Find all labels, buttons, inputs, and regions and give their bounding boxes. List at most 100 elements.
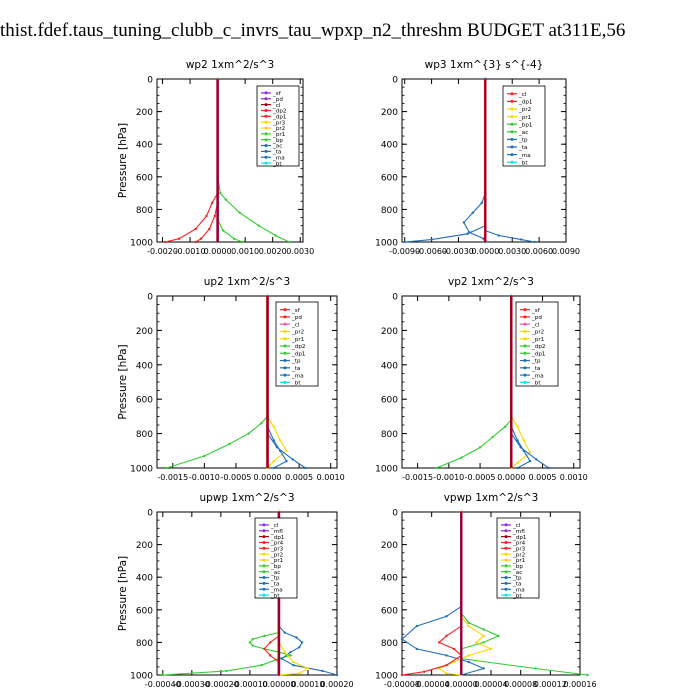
data-point <box>288 240 291 244</box>
data-point <box>251 637 255 641</box>
y-tick-label: 200 <box>381 541 398 551</box>
data-point <box>534 667 537 670</box>
legend-box <box>502 85 546 167</box>
data-point <box>298 672 301 675</box>
x-tick-label: -0.0010 <box>189 473 220 482</box>
data-point <box>516 425 519 428</box>
data-point <box>289 654 292 657</box>
legend-marker <box>264 144 268 148</box>
data-point <box>497 634 500 638</box>
data-point <box>278 439 282 442</box>
legend-marker <box>510 107 514 111</box>
legend-marker <box>523 344 527 348</box>
y-tick-label: 600 <box>381 606 398 616</box>
data-point <box>269 654 272 657</box>
legend-label: _pr2 <box>512 552 525 558</box>
y-tick-label: 800 <box>136 639 153 649</box>
series-line-tp <box>401 512 486 676</box>
series-line-pr1 <box>437 512 493 676</box>
legend-label: _pr1 <box>518 115 532 121</box>
legend-marker <box>283 315 287 319</box>
data-point <box>480 201 483 205</box>
y-tick-label: 800 <box>136 206 153 216</box>
data-point <box>257 224 261 227</box>
legend-marker <box>523 373 527 377</box>
legend-label: _bt <box>531 381 541 387</box>
data-point <box>586 673 589 677</box>
data-point <box>274 234 277 237</box>
y-tick-label: 1000 <box>130 465 153 475</box>
y-tick-label: 800 <box>381 206 398 216</box>
legend-label: _ma <box>518 153 531 159</box>
legend-marker <box>504 593 508 597</box>
legend-label: _bp <box>512 564 523 570</box>
y-axis-label: Pressure [hPa] <box>117 344 129 419</box>
data-point <box>295 636 298 639</box>
legend-label: _dp2 <box>531 344 545 350</box>
x-tick-label: -0.0010 <box>175 247 206 256</box>
data-point <box>165 466 168 470</box>
x-tick-label: 0.0010 <box>317 473 345 482</box>
legend-label: _ta <box>272 150 281 156</box>
y-tick-label: 0 <box>147 293 153 303</box>
x-tick-label: 0.0005 <box>285 473 313 482</box>
x-tick-label: 0.0010 <box>560 473 588 482</box>
data-point <box>177 237 181 240</box>
legend-marker <box>504 523 508 527</box>
legend-label: _pr2 <box>531 330 544 336</box>
legend-label: _sf <box>291 308 301 314</box>
x-tick-label: 0.0005 <box>529 473 557 482</box>
chart-title: vp2 1xm^2/s^3 <box>448 276 534 288</box>
legend-marker <box>510 160 514 164</box>
data-point <box>269 641 272 644</box>
data-point <box>248 641 252 644</box>
x-tick-label: -0.0005 <box>221 473 252 482</box>
legend-label: _dp1 <box>512 535 527 541</box>
data-point <box>238 211 241 214</box>
legend-label: _dp1 <box>291 351 306 357</box>
data-point <box>491 435 494 439</box>
x-tick-label: 0.0090 <box>552 247 580 256</box>
y-tick-label: 200 <box>136 108 153 118</box>
data-point <box>272 425 276 428</box>
x-tick-label: 0.0060 <box>525 247 553 256</box>
data-point <box>445 664 448 667</box>
data-point <box>547 466 550 470</box>
chart-title: upwp 1xm^2/s^3 <box>200 492 295 504</box>
data-point <box>535 458 538 461</box>
x-tick-label: 0.0010 <box>231 247 259 256</box>
legend-label: _ta <box>518 145 527 151</box>
legend-marker <box>262 552 266 556</box>
chart-panel-3: up2 1xm^2/s^3 Pressure [hPa] 0 200 400 600 800… <box>117 276 345 482</box>
data-point <box>452 660 456 664</box>
legend-marker <box>283 337 287 341</box>
data-point <box>482 628 485 631</box>
legend-marker <box>264 108 268 112</box>
data-point <box>462 221 466 224</box>
data-point <box>260 422 263 425</box>
data-point <box>482 667 485 670</box>
series-line-ac <box>460 512 588 676</box>
legend-label: _pr3 <box>512 547 526 553</box>
legend-label: _pr1 <box>291 337 305 343</box>
legend-label: _ac <box>518 130 528 136</box>
data-point <box>445 672 448 675</box>
legend-label: _dp1 <box>518 100 533 106</box>
legend-marker <box>523 329 527 333</box>
y-tick-label: 600 <box>136 173 153 183</box>
legend-label: _bt <box>512 593 522 599</box>
data-point <box>528 459 532 463</box>
data-point <box>300 641 304 644</box>
x-tick-label: -0.0020 <box>147 247 178 256</box>
data-point <box>228 442 231 446</box>
legend-label: _ma <box>270 587 283 593</box>
legend-marker <box>283 351 287 355</box>
data-point <box>466 232 469 236</box>
chart-title: up2 1xm^2/s^3 <box>204 276 290 288</box>
y-tick-label: 1000 <box>375 465 398 475</box>
legend-marker <box>264 120 268 124</box>
data-point <box>415 647 419 651</box>
legend-marker <box>523 380 527 384</box>
y-tick-label: 0 <box>392 76 398 86</box>
chart-panel-6: vpwp 1xm^2/s^3 0 200 400 600 800 1000-0.00008-… <box>375 492 596 689</box>
